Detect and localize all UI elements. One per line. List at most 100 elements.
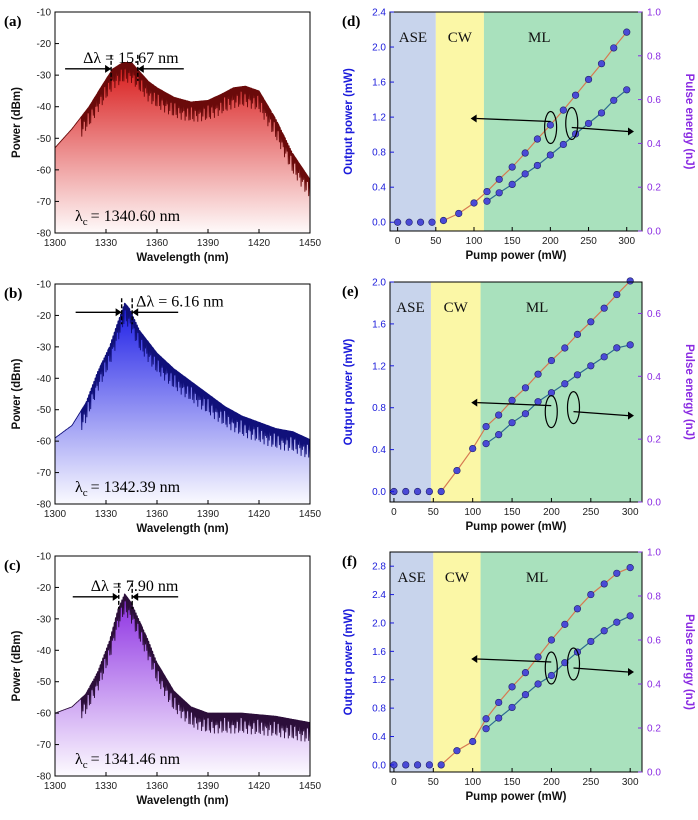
series-loop-left: [544, 395, 558, 429]
x-tick-label: 1390: [197, 238, 220, 249]
y-tick-label-left: 0.4: [372, 183, 386, 194]
region-ase: [390, 282, 431, 502]
pump-panel-e: ASE CW ML 0 50 100 150 200 250 300 0.0 0.4 0.8 1.2 1.6…: [342, 277, 695, 533]
output-power-point: [546, 121, 554, 129]
x-tick-label: 1330: [95, 238, 118, 249]
x-tick-label: 200: [543, 777, 560, 788]
x-tick-label: 1450: [299, 238, 322, 249]
x-tick-label: 300: [622, 777, 639, 788]
y-tick-label-right: 0.6: [647, 309, 661, 320]
output-power-point: [587, 590, 595, 599]
output-power-point: [534, 653, 542, 661]
pulse-energy-point: [626, 341, 634, 349]
pulse-energy-point: [495, 714, 503, 722]
spectrum-line: [54, 302, 311, 459]
pulse-energy-point: [533, 161, 541, 170]
pulse-energy-point: [521, 170, 529, 178]
y-tick-label-right: 0.0: [647, 768, 661, 779]
output-power-point: [584, 75, 593, 84]
arrowhead: [628, 668, 634, 676]
region-ase: [390, 12, 436, 231]
output-power-point: [561, 620, 569, 628]
y-tick-label: -40: [37, 374, 52, 385]
arrowhead: [628, 127, 634, 136]
output-power-point: [495, 175, 503, 183]
output-power-point: [482, 422, 490, 431]
pulse-energy-point: [534, 680, 542, 688]
pulse-energy-point: [600, 627, 608, 635]
y-tick-label-left: 0.8: [372, 704, 386, 715]
x-tick-label: 1360: [146, 781, 169, 792]
pointer-left: [476, 117, 551, 123]
region-label-ml: ML: [526, 570, 549, 586]
y-axis-label-left: Output power (mW): [343, 609, 355, 716]
y-tick-label: -80: [37, 500, 52, 511]
y-tick-label-left: 1.6: [372, 647, 386, 658]
region-ml: [483, 12, 642, 231]
y-axis-label-right: Pulse energy (nJ): [683, 344, 695, 440]
pulse-energy-point: [482, 440, 490, 448]
pointer-left: [477, 658, 552, 663]
y-axis-label-right: Pulse energy (nJ): [683, 614, 695, 710]
y-tick-label-left: 2.4: [372, 590, 386, 601]
arrowhead: [112, 592, 119, 601]
series-loop-left: [544, 110, 558, 145]
y-tick-label: -10: [37, 8, 52, 19]
y-tick-label-left: 2.0: [372, 618, 386, 629]
y-axis-label-left: Output power (mW): [343, 339, 355, 446]
y-tick-label: -40: [37, 646, 52, 657]
pulse-energy-point: [521, 691, 530, 699]
lambda-symbol: λ: [75, 479, 83, 496]
x-tick-label: 1360: [146, 238, 169, 249]
region-label-ase: ASE: [396, 300, 424, 316]
pulse-energy-point: [521, 410, 530, 418]
pointer-left: [477, 401, 552, 407]
arrowhead: [132, 592, 139, 601]
output-power-point: [534, 370, 542, 378]
y-tick-label-left: 2.0: [372, 43, 386, 54]
pulse-energy-point: [573, 371, 582, 379]
y-tick-label-left: 1.2: [372, 675, 386, 686]
plot-frame: [54, 283, 311, 505]
x-axis-label: Pump power (mW): [466, 521, 567, 533]
y-tick-label: -60: [37, 709, 52, 720]
region-label-ase: ASE: [399, 30, 427, 46]
output-power-point: [623, 28, 631, 36]
output-power-point: [613, 569, 621, 577]
output-power-point: [626, 564, 634, 572]
plot-frame: [389, 11, 643, 232]
panel-label: (d): [342, 14, 360, 30]
y-tick-label-left: 0.4: [372, 732, 386, 743]
panel-label: (c): [4, 558, 21, 574]
pulse-energy-point: [495, 431, 503, 439]
output-power-point: [428, 218, 436, 226]
x-tick-label: 200: [542, 236, 559, 247]
output-power-point: [394, 218, 402, 226]
output-power-point: [455, 209, 463, 218]
x-tick-label: 1450: [299, 781, 322, 792]
spectrum-panel-b: 1300 1330 1360 1390 1420 1450 -80 -70 -60 -50 -40 -…: [4, 280, 322, 536]
x-tick-label: 1360: [146, 509, 169, 520]
pulse-energy-point: [610, 96, 618, 104]
region-label-ml: ML: [526, 300, 549, 316]
arrowhead: [628, 411, 634, 420]
y-axis-label-right: Pulse energy (nJ): [683, 74, 695, 170]
y-tick-label: -60: [37, 437, 52, 448]
output-power-point: [508, 163, 516, 171]
y-tick-label: -30: [37, 614, 52, 625]
plot-frame: [389, 281, 643, 503]
y-tick-label-left: 0.0: [372, 487, 386, 498]
arrowhead: [471, 655, 478, 663]
output-power-point: [533, 135, 541, 143]
pulse-energy-point: [597, 109, 606, 117]
output-power-point: [453, 466, 461, 475]
x-tick-label: 1420: [248, 509, 271, 520]
output-power-point: [561, 344, 569, 352]
pump-panel-d: ASE CW ML 0 50 100 150 200 250 300 0.0 0.4 0.8 1.2 1.6…: [342, 8, 695, 263]
series-loop-right: [566, 647, 581, 681]
lambda-subscript: c: [83, 759, 88, 771]
output-power-point: [508, 683, 516, 691]
y-tick-label: -70: [37, 740, 52, 751]
y-tick-label: -60: [37, 165, 52, 176]
x-tick-label: 100: [464, 507, 481, 518]
